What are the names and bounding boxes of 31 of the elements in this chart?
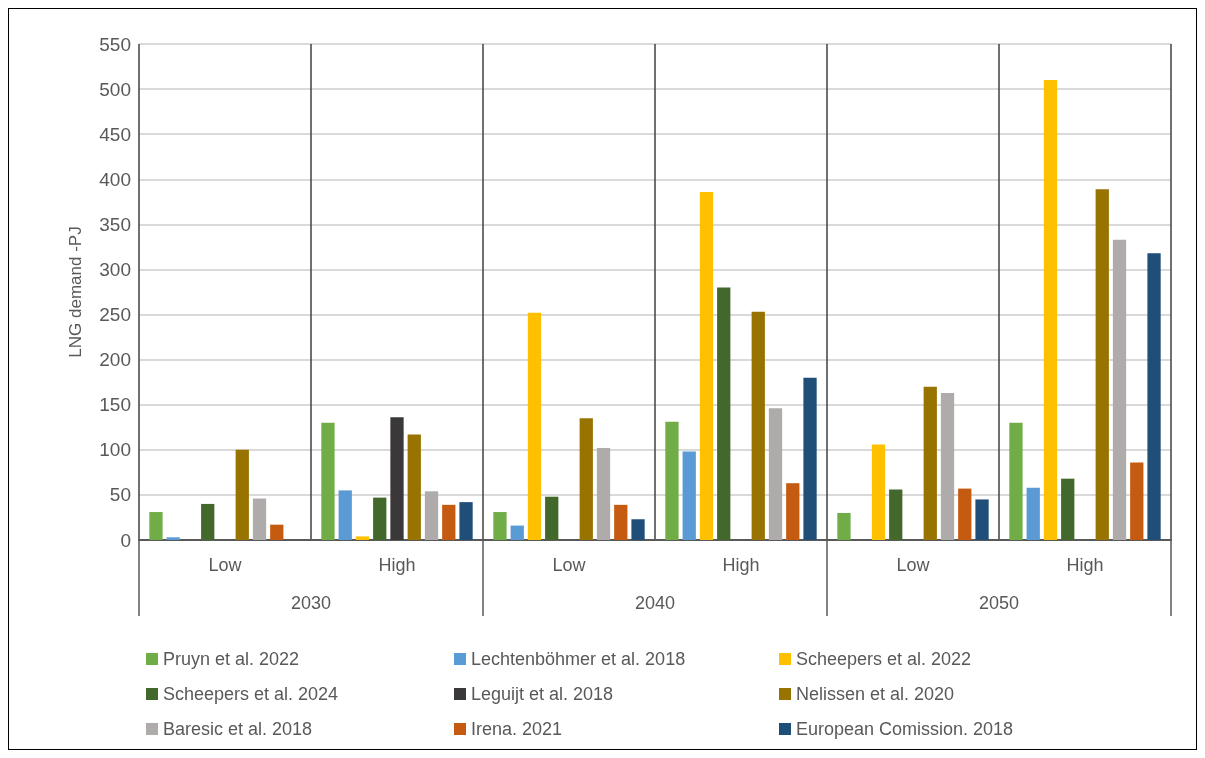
y-axis-title: LNG demand -PJ — [66, 226, 85, 358]
y-tick-label: 200 — [99, 349, 131, 371]
legend-label: Baresic et al. 2018 — [163, 719, 313, 739]
y-tick-label: 0 — [120, 529, 131, 551]
x-tick-label: High — [378, 555, 416, 575]
legend-label: European Comission. 2018 — [796, 719, 1014, 739]
legend-label: Scheepers et al. 2024 — [163, 684, 339, 704]
y-tick-label: 350 — [99, 213, 131, 235]
x-tick-label: High — [1066, 555, 1104, 575]
text: 2050 — [978, 593, 1020, 613]
legend-label: Irena. 2021 — [471, 719, 563, 739]
y-tick-label: 250 — [99, 304, 131, 326]
x-tick-label: High — [722, 555, 760, 575]
y-tick-label: 550 — [99, 33, 131, 55]
legend-label: Leguijt et al. 2018 — [471, 684, 614, 704]
legend-label: Lechtenböhmer et al. 2018 — [471, 649, 686, 669]
x-tick-label: Low — [552, 555, 587, 575]
y-tick-label: 300 — [99, 258, 131, 280]
x-tick-label: Low — [896, 555, 931, 575]
text: 2030 — [290, 593, 332, 613]
y-tick-label: 450 — [99, 123, 131, 145]
legend-label: Scheepers et al. 2022 — [796, 649, 972, 669]
y-tick-label: 500 — [99, 78, 131, 100]
legend-label: Pruyn et al. 2022 — [163, 649, 300, 669]
y-tick-label: 50 — [109, 484, 131, 506]
y-tick-label: 400 — [99, 168, 131, 190]
y-tick-label: 150 — [99, 394, 131, 416]
x-tick-label: Low — [208, 555, 243, 575]
legend-label: Nelissen et al. 2020 — [796, 684, 955, 704]
y-tick-label: 100 — [99, 439, 131, 461]
text: 2040 — [634, 593, 676, 613]
